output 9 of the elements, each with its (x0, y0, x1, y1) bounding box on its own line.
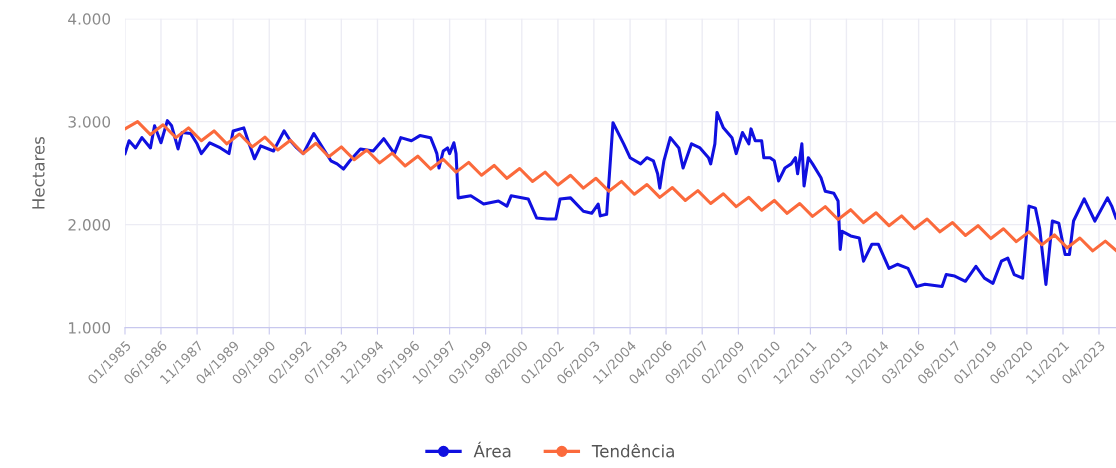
legend-label: Tendência (591, 443, 674, 458)
y-tick-label: 2.000 (68, 219, 111, 231)
y-tick-label: 3.000 (68, 116, 111, 128)
y-tick-label: 4.000 (68, 13, 111, 25)
legend-label: Área (473, 441, 511, 458)
y-axis-title: Hectares (32, 136, 45, 209)
y-tick-label: 1.000 (69, 322, 111, 334)
line-series (124, 110, 1116, 288)
line-series (124, 120, 1116, 253)
